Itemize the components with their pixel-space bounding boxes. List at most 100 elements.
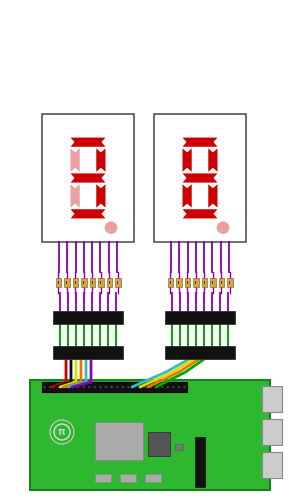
- Bar: [229, 283, 230, 284]
- Circle shape: [60, 386, 62, 388]
- Bar: [169, 280, 171, 281]
- Bar: [195, 283, 196, 284]
- Bar: [120, 474, 136, 482]
- Polygon shape: [208, 148, 218, 172]
- Bar: [227, 278, 232, 286]
- Circle shape: [133, 386, 135, 388]
- Circle shape: [105, 386, 107, 388]
- Circle shape: [178, 386, 180, 388]
- Bar: [169, 283, 171, 284]
- Bar: [148, 432, 170, 456]
- Circle shape: [127, 386, 130, 388]
- Bar: [42, 114, 134, 242]
- Bar: [53, 310, 123, 324]
- Bar: [98, 278, 104, 286]
- Bar: [100, 280, 101, 281]
- Bar: [212, 283, 214, 284]
- Circle shape: [50, 420, 74, 444]
- Bar: [53, 346, 123, 358]
- Polygon shape: [182, 148, 192, 172]
- Bar: [262, 386, 282, 412]
- Bar: [184, 278, 190, 286]
- Circle shape: [88, 386, 91, 388]
- Bar: [117, 280, 118, 281]
- Circle shape: [99, 386, 102, 388]
- Text: π: π: [58, 427, 66, 437]
- Bar: [193, 278, 199, 286]
- Bar: [220, 280, 222, 281]
- Bar: [165, 310, 235, 324]
- Bar: [109, 280, 110, 281]
- Polygon shape: [182, 174, 218, 182]
- Circle shape: [77, 386, 79, 388]
- Polygon shape: [96, 184, 106, 208]
- Circle shape: [66, 386, 68, 388]
- Bar: [210, 278, 215, 286]
- Bar: [92, 280, 93, 281]
- Circle shape: [122, 386, 124, 388]
- Polygon shape: [182, 138, 218, 147]
- Bar: [220, 283, 222, 284]
- Circle shape: [116, 386, 119, 388]
- Circle shape: [161, 386, 163, 388]
- Polygon shape: [70, 138, 106, 147]
- Bar: [178, 283, 179, 284]
- Bar: [100, 283, 101, 284]
- Bar: [262, 419, 282, 445]
- Circle shape: [217, 222, 229, 234]
- Bar: [30, 380, 270, 490]
- Circle shape: [94, 386, 96, 388]
- Bar: [212, 280, 214, 281]
- Bar: [74, 283, 76, 284]
- Bar: [83, 283, 85, 284]
- Bar: [262, 452, 282, 478]
- Bar: [229, 280, 230, 281]
- Bar: [58, 280, 59, 281]
- Circle shape: [172, 386, 175, 388]
- Bar: [175, 444, 183, 450]
- Polygon shape: [70, 209, 106, 218]
- Polygon shape: [70, 174, 106, 182]
- Bar: [167, 278, 173, 286]
- Circle shape: [139, 386, 141, 388]
- Circle shape: [144, 386, 146, 388]
- Bar: [202, 278, 207, 286]
- Bar: [42, 382, 187, 392]
- Polygon shape: [182, 209, 218, 218]
- Bar: [73, 278, 78, 286]
- Bar: [92, 283, 93, 284]
- Circle shape: [150, 386, 152, 388]
- Bar: [204, 283, 205, 284]
- Bar: [56, 278, 61, 286]
- Bar: [74, 280, 76, 281]
- Circle shape: [110, 386, 113, 388]
- Bar: [115, 278, 121, 286]
- Bar: [117, 283, 118, 284]
- Bar: [195, 280, 196, 281]
- Bar: [178, 280, 179, 281]
- Bar: [64, 278, 70, 286]
- Circle shape: [155, 386, 158, 388]
- Bar: [109, 283, 110, 284]
- Circle shape: [49, 386, 51, 388]
- Circle shape: [183, 386, 186, 388]
- Polygon shape: [70, 184, 80, 208]
- Bar: [165, 346, 235, 358]
- Bar: [95, 422, 143, 460]
- Polygon shape: [182, 184, 192, 208]
- Bar: [106, 278, 112, 286]
- Bar: [95, 474, 111, 482]
- Polygon shape: [96, 148, 106, 172]
- Circle shape: [167, 386, 169, 388]
- Bar: [89, 278, 95, 286]
- Polygon shape: [70, 148, 80, 172]
- Bar: [204, 280, 205, 281]
- Bar: [81, 278, 86, 286]
- Bar: [218, 278, 224, 286]
- Bar: [66, 280, 68, 281]
- Bar: [58, 283, 59, 284]
- Bar: [66, 283, 68, 284]
- Bar: [83, 280, 85, 281]
- Polygon shape: [208, 184, 218, 208]
- Bar: [154, 114, 246, 242]
